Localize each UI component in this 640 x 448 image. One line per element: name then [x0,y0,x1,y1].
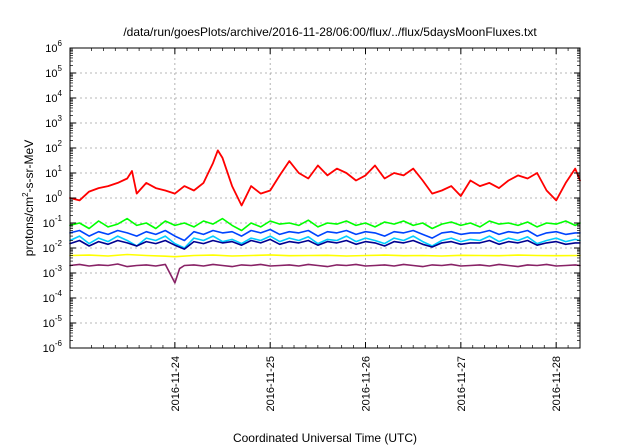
series-line-3 [69,228,581,242]
y-tick-label: 10-3 [43,264,63,280]
y-tick-label: 103 [45,114,62,130]
y-tick-label: 10-5 [43,314,63,330]
chart-title: /data/run/goesPlots/archive/2016-11-28/0… [123,25,537,39]
y-axis: 10-6 10-5 10-4 10-3 10-2 10-1 100 101 102 103 104 1… [43,39,580,355]
y-tick-label: 10-6 [43,339,63,355]
x-tick-label: 2016-11-27 [456,356,468,411]
series-line-1 [69,217,581,232]
y-tick-label: 10-1 [43,214,63,230]
x-axis-title: Coordinated Universal Time (UTC) [233,431,417,445]
series-group [69,149,581,284]
series-line-0 [69,149,581,207]
x-tick-label: 2016-11-28 [551,356,563,411]
y-tick-label: 104 [45,89,62,105]
y-tick-label: 10-2 [43,239,63,255]
y-axis-title-main: protons/cm [22,197,36,256]
x-tick-label: 2016-11-24 [170,356,182,411]
y-tick-label: 102 [45,139,62,155]
y-tick-label: 101 [45,164,62,180]
y-axis-title-tail: -s-sr-MeV [22,140,36,193]
x-axis: 2016-11-24 2016-11-25 2016-11-26 2016-11-27… [91,48,581,411]
series-line-4 [69,238,581,250]
series-line-5 [69,253,581,258]
y-tick-label: 106 [45,39,62,55]
y-axis-title-sup: 2 [21,192,30,197]
x-tick-label: 2016-11-25 [265,356,277,411]
y-tick-label: 100 [45,189,62,205]
series-line-2 [69,235,581,249]
series-line-6 [69,263,581,284]
y-tick-label: 105 [45,64,62,80]
y-tick-label: 10-4 [43,289,63,305]
grid [70,48,580,348]
x-tick-label: 2016-11-26 [361,356,373,411]
y-axis-title: protons/cm2-s-sr-MeV [21,140,36,256]
